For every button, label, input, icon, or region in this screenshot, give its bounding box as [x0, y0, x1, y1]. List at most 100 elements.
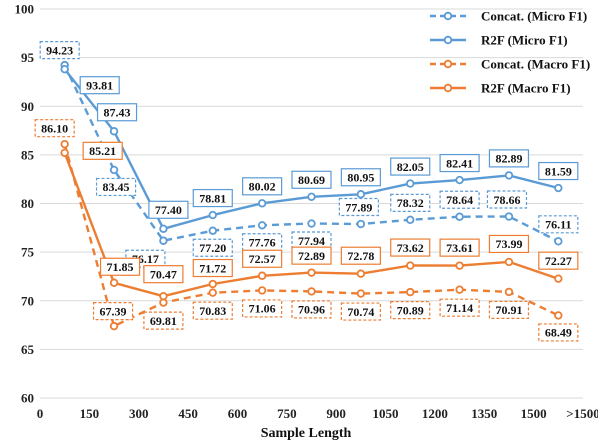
- data-point: [504, 171, 514, 180]
- legend-label: Concat. (Micro F1): [481, 9, 587, 24]
- y-tick-label: 70: [21, 293, 34, 308]
- data-point: [60, 148, 69, 158]
- x-tick-label: 150: [80, 406, 100, 421]
- data-label: 70.74: [347, 305, 374, 319]
- data-label-box: [439, 238, 480, 257]
- legend-label: R2F (Macro F1): [481, 81, 571, 96]
- data-label-box: [192, 301, 233, 320]
- data-label: 78.66: [493, 193, 520, 207]
- data-label-box: [82, 141, 123, 160]
- data-point: [356, 289, 366, 298]
- data-label-box: [96, 103, 138, 122]
- legend-marker: [443, 59, 453, 69]
- x-tick-label: 1050: [373, 406, 399, 421]
- data-label: 73.61: [446, 241, 473, 255]
- data-label: 71.06: [249, 302, 276, 316]
- data-label: 72.27: [545, 254, 572, 268]
- data-point: [455, 285, 464, 294]
- data-label-box: [538, 161, 579, 181]
- data-point: [208, 288, 217, 297]
- x-tick-label: 900: [326, 406, 346, 421]
- data-point: [307, 287, 316, 296]
- y-tick-label: 65: [21, 342, 35, 357]
- data-label: 85.21: [89, 144, 116, 158]
- x-tick-label: 1500: [521, 406, 547, 421]
- y-tick-label: 75: [21, 245, 35, 260]
- data-label: 80.02: [249, 180, 276, 194]
- data-label-box: [439, 190, 480, 209]
- x-axis-title: Sample Length: [261, 426, 352, 441]
- data-point: [554, 183, 563, 193]
- legend-marker: [443, 11, 453, 21]
- data-label: 81.59: [545, 164, 572, 178]
- x-tick-label: 0: [37, 406, 44, 421]
- data-label: 72.78: [347, 249, 374, 263]
- legend-marker: [443, 83, 453, 93]
- data-point: [356, 269, 366, 278]
- data-point: [504, 257, 514, 267]
- data-label: 72.57: [249, 252, 276, 266]
- data-point: [257, 271, 267, 280]
- data-label-box: [192, 238, 233, 257]
- y-tick-label: 85: [21, 147, 35, 162]
- data-label-box: [291, 300, 332, 319]
- data-point: [208, 279, 217, 289]
- data-label-box: [99, 257, 141, 276]
- data-point: [60, 64, 69, 74]
- data-label: 80.95: [347, 171, 374, 185]
- legend-marker: [443, 35, 453, 45]
- data-label-box: [192, 188, 233, 208]
- x-tick-label: 1350: [471, 406, 497, 421]
- data-label: 72.89: [298, 249, 325, 263]
- data-point: [406, 261, 415, 270]
- data-point: [455, 212, 464, 221]
- data-label-box: [439, 153, 480, 173]
- data-label-box: [340, 168, 381, 187]
- data-label: 77.40: [155, 203, 182, 217]
- data-label: 82.05: [397, 160, 424, 174]
- data-label-box: [538, 251, 579, 270]
- series-line: [63, 143, 559, 328]
- data-label-box: [538, 323, 579, 342]
- data-point: [109, 321, 119, 331]
- data-label-box: [338, 197, 379, 217]
- data-label: 70.47: [150, 267, 177, 281]
- data-label-box: [34, 119, 75, 138]
- data-label: 71.72: [199, 261, 226, 275]
- data-label-box: [538, 215, 579, 234]
- data-label-box: [79, 76, 120, 95]
- data-label: 77.76: [249, 236, 276, 250]
- data-label-box: [242, 299, 283, 318]
- data-label: 70.89: [397, 303, 424, 317]
- data-label-box: [92, 302, 134, 321]
- data-point: [356, 190, 366, 199]
- data-label-box: [148, 200, 189, 219]
- x-tick-label: 300: [129, 406, 149, 421]
- data-point: [109, 278, 119, 287]
- data-label: 82.89: [495, 152, 522, 166]
- data-point: [307, 192, 316, 201]
- data-label: 71.85: [107, 260, 134, 274]
- legend-label: R2F (Micro F1): [481, 33, 568, 48]
- x-tick-label: 1200: [422, 406, 448, 421]
- data-label-box: [488, 300, 530, 320]
- data-label-box: [439, 298, 480, 317]
- data-label-box: [192, 258, 233, 278]
- data-point: [257, 286, 267, 295]
- data-label: 78.81: [199, 191, 226, 205]
- data-label-box: [291, 246, 332, 265]
- data-point: [554, 237, 563, 246]
- data-label-box: [390, 193, 431, 212]
- data-label-box: [340, 302, 381, 321]
- data-point: [159, 236, 168, 245]
- data-point: [406, 287, 415, 297]
- y-tick-label: 60: [21, 391, 34, 406]
- data-point: [257, 221, 267, 230]
- data-label-box: [486, 190, 528, 209]
- data-label-box: [488, 234, 530, 254]
- data-point: [554, 274, 563, 283]
- x-tick-label: 600: [228, 406, 248, 421]
- x-tick-label: >1500: [566, 406, 598, 421]
- data-label-box: [390, 238, 431, 257]
